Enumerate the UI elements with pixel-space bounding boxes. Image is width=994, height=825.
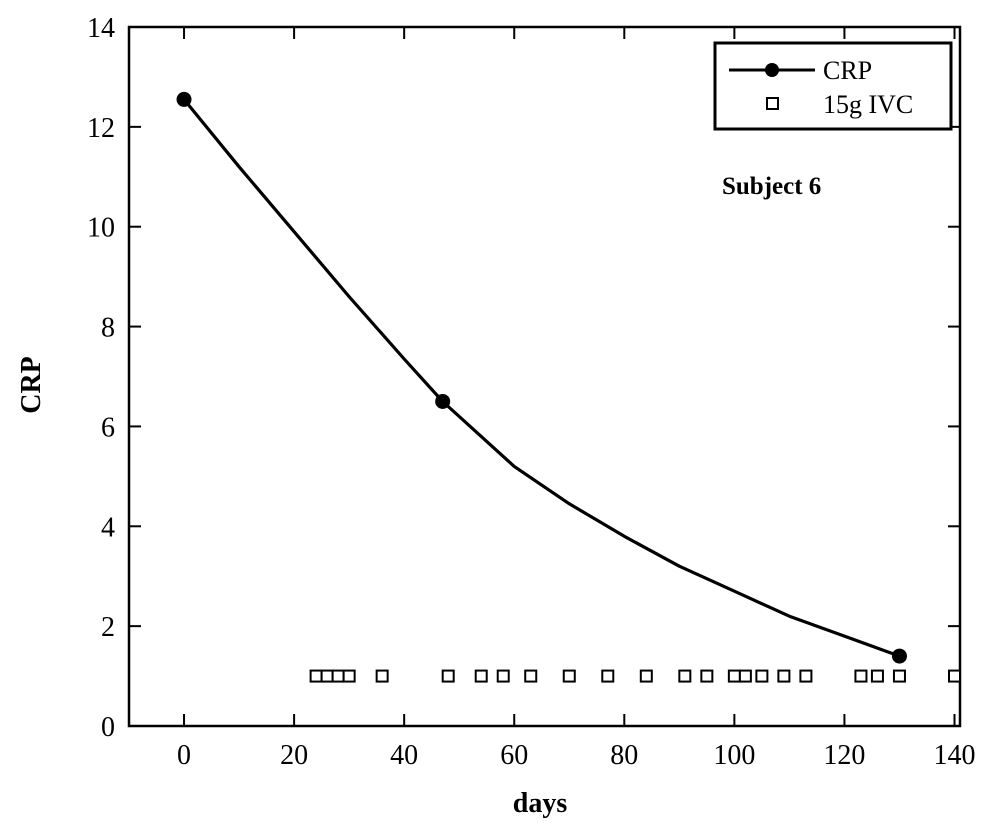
legend-crp-marker [765, 63, 779, 77]
ivc-point [870, 669, 884, 683]
axis-layer: 0 20 40 60 80 100 120 140 0 2 4 6 8 10 12 14 [87, 13, 975, 771]
ivc-point [474, 669, 488, 683]
subject-annotation: Subject 6 [722, 173, 821, 200]
legend: CRP 15g IVC [713, 41, 953, 131]
x-tick-label: 60 [500, 740, 528, 771]
y-tick-label: 14 [87, 13, 115, 44]
ivc-point [601, 669, 615, 683]
x-tick-label: 140 [933, 740, 975, 771]
ivc-point [854, 669, 868, 683]
ivc-point [738, 669, 752, 683]
y-tick-label: 12 [87, 113, 115, 144]
x-tick-label: 40 [390, 740, 418, 771]
y-tick-label: 10 [87, 213, 115, 244]
legend-ivc-marker [766, 97, 779, 110]
crp-point [891, 648, 907, 664]
y-tick-label: 8 [101, 313, 115, 344]
ivc-point [777, 669, 791, 683]
x-tick-label: 100 [713, 740, 755, 771]
x-tick-label: 80 [610, 740, 638, 771]
ivc-point [799, 669, 813, 683]
ivc-point [727, 669, 741, 683]
legend-ivc-label: 15g IVC [823, 90, 913, 119]
legend-crp-label: CRP [823, 56, 872, 85]
ivc-point [562, 669, 576, 683]
x-tick-label: 20 [280, 740, 308, 771]
series-layer [176, 91, 961, 683]
x-tick-label: 0 [177, 740, 191, 771]
ivc-point [678, 669, 692, 683]
ivc-point [524, 669, 538, 683]
ivc-point [375, 669, 389, 683]
ivc-point [755, 669, 769, 683]
y-tick-label: 0 [101, 712, 115, 743]
y-tick-label: 6 [101, 412, 115, 443]
legend-box [713, 41, 953, 131]
y-tick-label: 4 [101, 512, 115, 543]
ivc-point [331, 669, 345, 683]
ivc-point [700, 669, 714, 683]
x-tick-label: 120 [823, 740, 865, 771]
ivc-point [309, 669, 323, 683]
crp-point [176, 91, 192, 107]
ivc-point [342, 669, 356, 683]
y-tick-label: 2 [101, 612, 115, 643]
plot-frame [127, 25, 962, 728]
ivc-point [892, 669, 906, 683]
ivc-point [947, 669, 961, 683]
crp-point [435, 393, 451, 409]
ivc-point [320, 669, 334, 683]
ivc-point [496, 669, 510, 683]
ivc-point [639, 669, 653, 683]
ivc-point [441, 669, 455, 683]
crp-line [182, 98, 901, 658]
y-axis-title: CRP [16, 356, 47, 414]
x-axis-title: days [513, 788, 568, 819]
